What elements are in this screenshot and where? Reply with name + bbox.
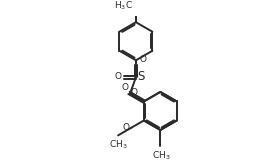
Text: O: O [122, 123, 130, 132]
Text: S: S [137, 70, 144, 83]
Text: CH$_3$: CH$_3$ [109, 138, 128, 151]
Text: O: O [131, 88, 138, 97]
Text: H$_3$C: H$_3$C [114, 0, 133, 12]
Text: CH$_3$: CH$_3$ [152, 149, 170, 162]
Text: O: O [140, 55, 147, 64]
Text: O: O [122, 83, 129, 92]
Text: O: O [115, 72, 122, 81]
